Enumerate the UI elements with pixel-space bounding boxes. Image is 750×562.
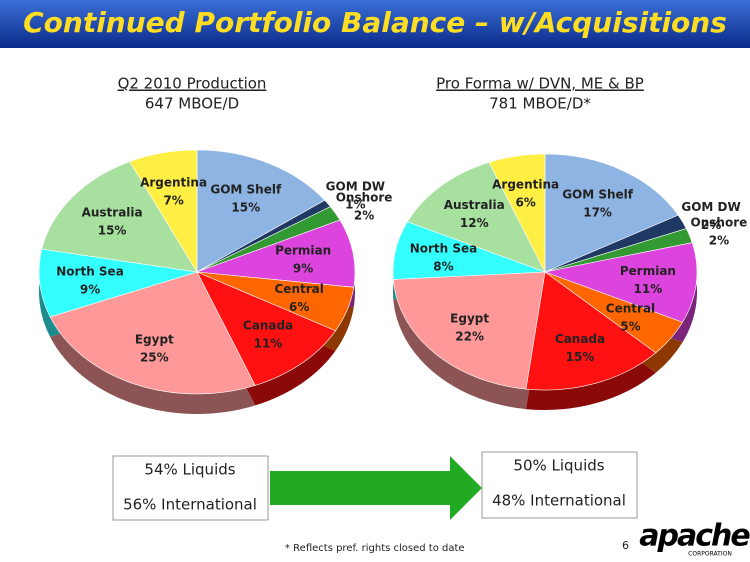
logo: apache	[639, 519, 750, 554]
box-text: 54% Liquids	[144, 461, 235, 479]
slice	[196, 219, 356, 288]
slice-label: North Sea	[410, 241, 478, 255]
slice-label: Canada	[243, 319, 293, 333]
page-number: 6	[622, 539, 629, 552]
slice-value-label: 5%	[620, 320, 640, 334]
slice-value-label: 12%	[460, 216, 489, 230]
slice	[196, 271, 336, 386]
slice-label: GOM DW	[681, 200, 740, 214]
slice-label: Permian	[620, 264, 676, 278]
slice-value-label: 22%	[455, 329, 484, 343]
slice	[407, 161, 546, 273]
slice	[38, 248, 198, 318]
slice-label: Canada	[555, 332, 605, 346]
slice	[543, 242, 698, 323]
summary-box	[481, 451, 638, 519]
slice-value-label: 6%	[515, 196, 535, 210]
slice-label: Argentina	[492, 178, 559, 192]
slice	[196, 149, 326, 273]
slice-label: GOM Shelf	[210, 183, 282, 197]
slice-label: Argentina	[140, 176, 207, 190]
slice-value-label: 2%	[354, 209, 374, 223]
slice	[392, 271, 546, 390]
slice-value-label: 8%	[433, 259, 453, 273]
pie-title: Q2 2010 Production	[118, 75, 267, 93]
slice-label: Central	[275, 282, 324, 296]
title-banner	[0, 0, 750, 48]
box-text: 48% International	[492, 492, 626, 510]
slide-title: Continued Portfolio Balance – w/Acquisit…	[23, 6, 727, 39]
slice-value-label: 9%	[293, 262, 313, 276]
slice	[525, 271, 657, 391]
box-text: 56% International	[123, 496, 257, 514]
slice	[544, 153, 679, 273]
slice-label: Australia	[444, 198, 505, 212]
slice-value-label: 2%	[709, 234, 729, 248]
slice-label: GOM Shelf	[562, 187, 634, 201]
box-text: 50% Liquids	[513, 457, 604, 475]
slice-label: Central	[606, 302, 655, 316]
slice-label: North Sea	[56, 264, 124, 278]
slice-label: Egypt	[450, 311, 489, 325]
slice-value-label: 6%	[289, 300, 309, 314]
logo-sub: CORPORATION	[688, 551, 732, 558]
slice-label: Onshore	[691, 216, 748, 230]
slice	[49, 271, 256, 395]
slice-value-label: 11%	[254, 337, 283, 351]
slice-value-label: 9%	[80, 282, 100, 296]
arrow	[270, 456, 482, 520]
pie-subtitle: 781 MBOE/D*	[489, 95, 591, 113]
slice-label: Onshore	[336, 191, 393, 205]
footnote: * Reflects pref. rights closed to date	[285, 543, 465, 554]
slice-value-label: 2%	[701, 218, 721, 232]
slice	[129, 149, 198, 274]
slice-label: GOM DW	[326, 180, 385, 194]
slice-value-label: 7%	[163, 194, 183, 208]
summary-box	[112, 455, 269, 521]
slice	[488, 153, 546, 273]
slice-value-label: 15%	[566, 350, 595, 364]
slice-value-label: 1%	[345, 198, 365, 212]
slice-value-label: 11%	[634, 282, 663, 296]
pie-subtitle: 647 MBOE/D	[145, 95, 239, 113]
slice-label: Australia	[82, 206, 143, 220]
slice-value-label: 25%	[140, 351, 169, 365]
slice-label: Egypt	[135, 333, 174, 347]
slice-value-label: 15%	[231, 201, 260, 215]
slice-value-label: 15%	[98, 224, 127, 238]
pie-title: Pro Forma w/ DVN, ME & BP	[436, 75, 644, 93]
slice-label: Permian	[275, 244, 331, 258]
slice-value-label: 17%	[583, 205, 612, 219]
slice	[41, 161, 198, 273]
